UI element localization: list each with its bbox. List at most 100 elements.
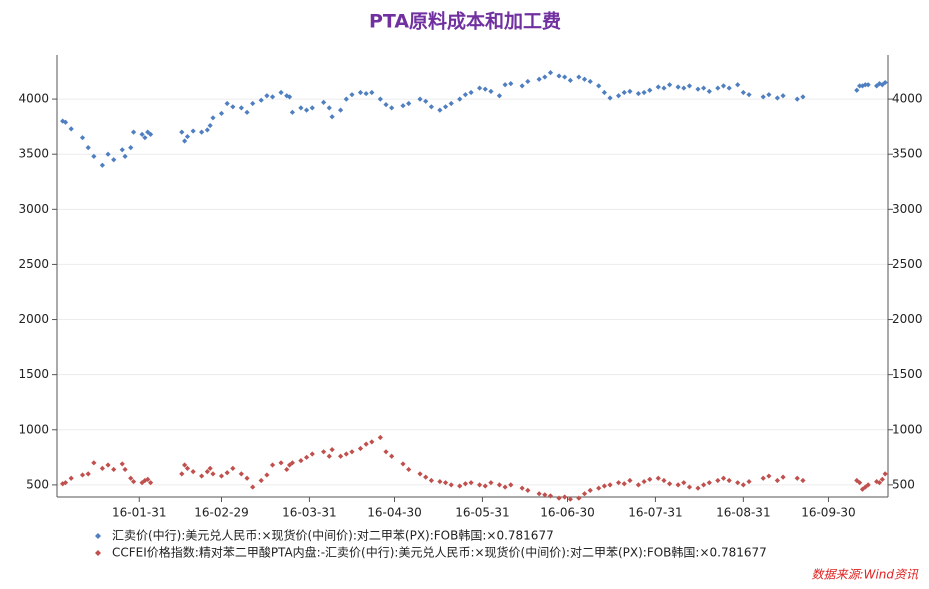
point xyxy=(482,483,488,489)
point xyxy=(309,105,315,111)
source: 数据来源:Wind资讯 xyxy=(812,568,919,582)
point xyxy=(244,475,250,481)
point xyxy=(596,83,602,89)
point xyxy=(423,474,429,480)
x-tick-label: 16-08-31 xyxy=(716,506,770,520)
point xyxy=(377,434,383,441)
point xyxy=(147,131,154,137)
y-tick-label: 3000 xyxy=(18,202,49,216)
x-tick-label: 16-07-31 xyxy=(628,506,682,520)
point xyxy=(607,95,613,101)
point xyxy=(661,477,667,484)
point xyxy=(686,83,693,89)
point xyxy=(99,162,105,168)
point xyxy=(859,486,866,492)
point xyxy=(182,462,188,468)
point xyxy=(567,77,573,83)
point xyxy=(343,96,349,102)
point xyxy=(496,93,503,99)
point xyxy=(766,473,772,479)
point xyxy=(621,481,627,487)
point xyxy=(780,474,786,480)
point xyxy=(661,85,667,91)
point xyxy=(800,94,806,100)
point xyxy=(876,480,883,486)
point xyxy=(309,451,315,457)
point xyxy=(111,157,117,163)
point xyxy=(876,81,883,87)
point xyxy=(686,484,693,490)
point xyxy=(111,466,117,473)
legend-label: 汇卖价(中行):美元兑人民币:×现货价(中间价):对二甲苯(PX):FOB韩国:… xyxy=(112,528,554,543)
point xyxy=(647,476,653,482)
point xyxy=(210,115,216,121)
point xyxy=(264,472,270,478)
y-tick-label: 3500 xyxy=(18,147,49,161)
point xyxy=(417,96,423,102)
point xyxy=(581,491,588,497)
y2-tick-label: 3500 xyxy=(892,147,923,161)
point xyxy=(780,93,786,99)
point xyxy=(740,89,746,96)
point xyxy=(587,487,593,493)
point xyxy=(147,480,154,486)
point xyxy=(457,96,463,102)
point xyxy=(79,135,86,141)
point xyxy=(488,88,494,94)
point xyxy=(230,104,236,110)
point xyxy=(68,126,74,132)
point xyxy=(224,100,230,107)
x-tick-label: 16-06-30 xyxy=(540,506,594,520)
point xyxy=(128,144,134,151)
point xyxy=(442,480,449,486)
point xyxy=(105,151,111,157)
point xyxy=(99,465,105,471)
point xyxy=(321,99,327,105)
point xyxy=(879,82,885,88)
point xyxy=(655,84,661,90)
point xyxy=(119,461,125,467)
point xyxy=(142,135,148,141)
point xyxy=(269,462,276,468)
point xyxy=(139,480,145,486)
point xyxy=(635,482,642,488)
x-tick-label: 16-03-31 xyxy=(282,506,336,520)
point xyxy=(519,83,525,89)
point xyxy=(581,76,588,82)
point xyxy=(289,460,296,466)
point xyxy=(428,104,434,110)
point xyxy=(735,82,741,88)
y2-tick-label: 1000 xyxy=(892,422,923,436)
point xyxy=(139,131,145,137)
point xyxy=(635,90,642,97)
point xyxy=(338,453,344,459)
point xyxy=(675,84,681,90)
point xyxy=(389,453,395,459)
point xyxy=(457,483,463,489)
point xyxy=(547,493,554,499)
point xyxy=(865,82,871,88)
point xyxy=(448,482,454,488)
point xyxy=(882,471,888,477)
y2-tick-label: 2500 xyxy=(892,257,923,271)
point xyxy=(238,471,244,477)
point xyxy=(182,138,188,144)
point xyxy=(854,477,860,484)
point xyxy=(284,93,290,99)
x-tick-label: 16-04-30 xyxy=(367,506,421,520)
legend-marker xyxy=(95,533,101,539)
point xyxy=(862,82,868,88)
point xyxy=(442,104,449,110)
point xyxy=(199,473,205,479)
point xyxy=(774,95,780,101)
point xyxy=(298,105,304,111)
point xyxy=(655,475,661,481)
point xyxy=(720,83,727,89)
point xyxy=(278,89,284,96)
point xyxy=(706,480,712,486)
point xyxy=(607,482,613,488)
point xyxy=(190,469,196,475)
point xyxy=(794,96,800,102)
point xyxy=(179,129,185,135)
point xyxy=(502,82,508,88)
